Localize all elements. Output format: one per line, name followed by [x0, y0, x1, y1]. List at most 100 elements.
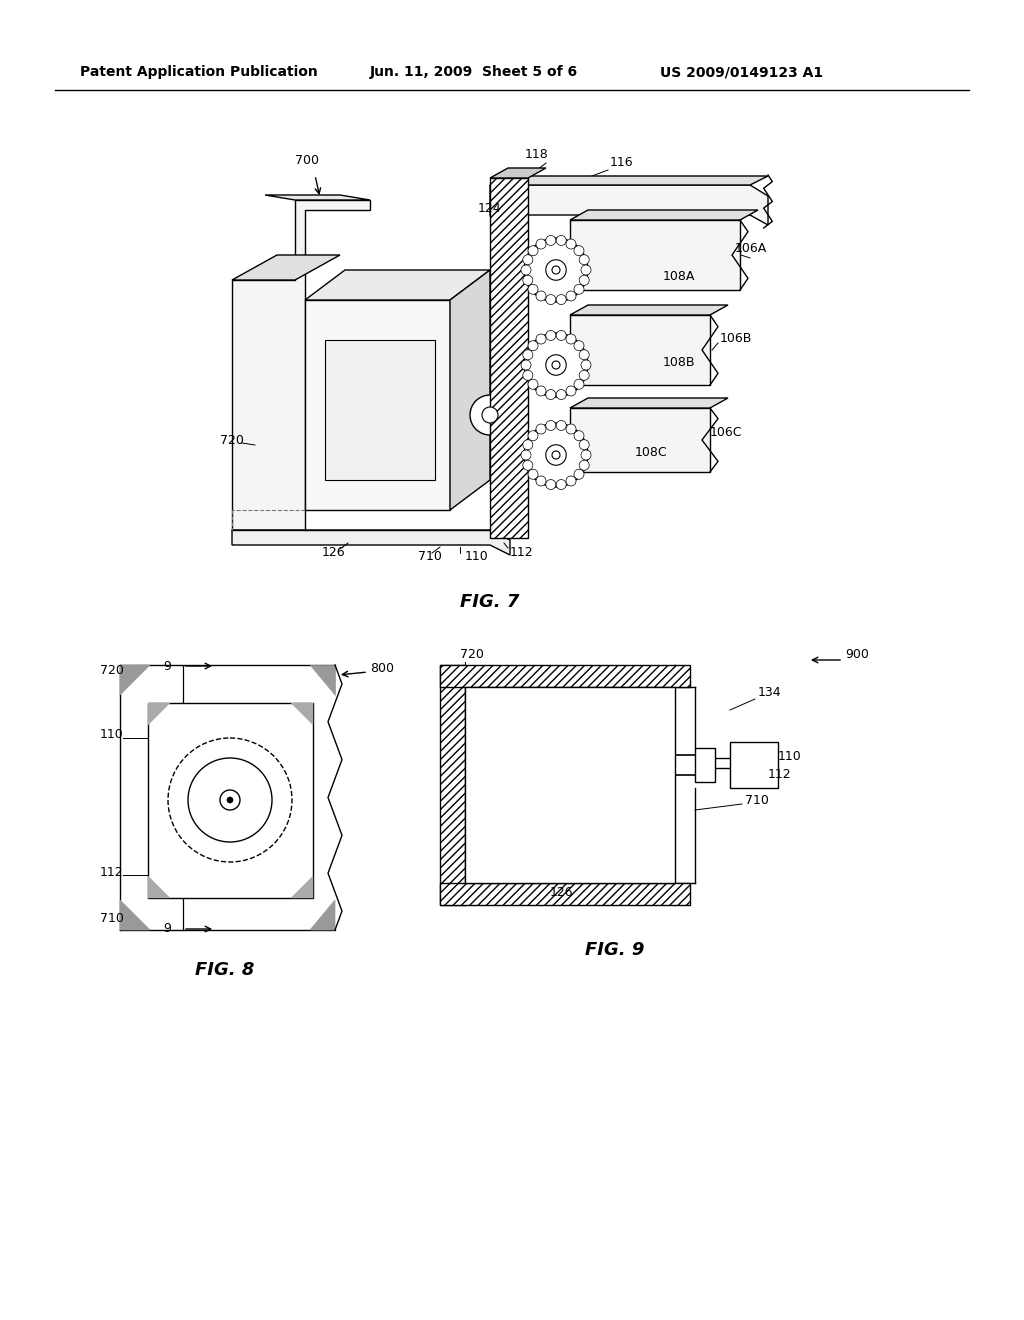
Circle shape — [168, 738, 292, 862]
Text: 112: 112 — [100, 866, 124, 879]
Text: 720: 720 — [100, 664, 124, 676]
Circle shape — [580, 276, 589, 285]
Polygon shape — [490, 176, 768, 185]
Polygon shape — [120, 900, 150, 931]
Polygon shape — [490, 168, 546, 178]
Text: 110: 110 — [778, 751, 802, 763]
Polygon shape — [310, 665, 335, 696]
Text: 110: 110 — [100, 729, 124, 742]
Text: 700: 700 — [295, 153, 319, 166]
Circle shape — [536, 424, 546, 434]
Text: 9: 9 — [163, 660, 171, 672]
Circle shape — [566, 239, 575, 249]
Polygon shape — [305, 300, 450, 510]
Circle shape — [552, 267, 560, 275]
Circle shape — [581, 450, 591, 459]
Circle shape — [546, 389, 556, 400]
Circle shape — [546, 260, 566, 280]
Circle shape — [523, 461, 532, 470]
Text: FIG. 9: FIG. 9 — [586, 941, 645, 960]
Text: 112: 112 — [768, 768, 792, 781]
Polygon shape — [291, 876, 313, 898]
Polygon shape — [148, 704, 170, 725]
Polygon shape — [265, 195, 370, 201]
Circle shape — [574, 430, 584, 441]
Text: Patent Application Publication: Patent Application Publication — [80, 65, 317, 79]
Text: 112: 112 — [510, 545, 534, 558]
Polygon shape — [570, 220, 740, 290]
Text: 116: 116 — [610, 157, 634, 169]
Circle shape — [536, 334, 546, 345]
Circle shape — [546, 421, 556, 430]
Text: 108C: 108C — [635, 446, 668, 459]
Circle shape — [556, 235, 566, 246]
Bar — [440, 883, 690, 906]
Text: 710: 710 — [418, 550, 442, 564]
Circle shape — [528, 470, 538, 479]
Circle shape — [523, 350, 532, 360]
Circle shape — [581, 265, 591, 275]
Text: 134: 134 — [758, 686, 781, 700]
Bar — [490, 178, 528, 539]
Polygon shape — [232, 531, 510, 554]
Text: 710: 710 — [745, 793, 769, 807]
Circle shape — [580, 461, 589, 470]
Text: 118: 118 — [525, 149, 549, 161]
Circle shape — [566, 424, 575, 434]
Circle shape — [556, 330, 566, 341]
Text: 9: 9 — [163, 923, 171, 936]
Circle shape — [528, 379, 538, 389]
Polygon shape — [305, 271, 490, 300]
Text: 900: 900 — [845, 648, 869, 661]
Circle shape — [227, 797, 233, 803]
Circle shape — [536, 290, 546, 301]
Circle shape — [556, 421, 566, 430]
Text: 126: 126 — [550, 886, 573, 899]
Circle shape — [546, 235, 556, 246]
Circle shape — [574, 470, 584, 479]
Polygon shape — [232, 201, 370, 531]
Circle shape — [521, 265, 531, 275]
Circle shape — [523, 440, 532, 450]
Circle shape — [521, 360, 531, 370]
Circle shape — [552, 360, 560, 370]
Circle shape — [523, 371, 532, 380]
Text: 106A: 106A — [735, 242, 767, 255]
Circle shape — [566, 290, 575, 301]
Text: 106C: 106C — [710, 425, 742, 438]
Polygon shape — [570, 399, 728, 408]
Circle shape — [220, 789, 240, 810]
Text: Jun. 11, 2009  Sheet 5 of 6: Jun. 11, 2009 Sheet 5 of 6 — [370, 65, 579, 79]
Circle shape — [574, 246, 584, 256]
Bar — [148, 704, 313, 898]
Circle shape — [524, 422, 588, 487]
Circle shape — [528, 246, 538, 256]
Circle shape — [536, 477, 546, 486]
Circle shape — [482, 407, 498, 422]
Text: 126: 126 — [322, 546, 346, 560]
Text: 124: 124 — [478, 202, 502, 214]
Circle shape — [546, 294, 556, 305]
Circle shape — [566, 477, 575, 486]
Polygon shape — [291, 704, 313, 725]
Circle shape — [528, 341, 538, 351]
Circle shape — [581, 360, 591, 370]
Circle shape — [521, 450, 531, 459]
Circle shape — [580, 255, 589, 265]
Circle shape — [523, 276, 532, 285]
Text: US 2009/0149123 A1: US 2009/0149123 A1 — [660, 65, 823, 79]
Circle shape — [536, 239, 546, 249]
Text: FIG. 7: FIG. 7 — [461, 593, 520, 611]
Text: 106B: 106B — [720, 331, 753, 345]
Circle shape — [528, 430, 538, 441]
Polygon shape — [570, 305, 728, 315]
Circle shape — [536, 385, 546, 396]
Circle shape — [470, 395, 510, 436]
Bar — [325, 341, 435, 480]
Text: 720: 720 — [460, 648, 484, 661]
Polygon shape — [570, 408, 710, 473]
Text: 720: 720 — [220, 433, 244, 446]
Circle shape — [524, 238, 588, 302]
Circle shape — [546, 330, 556, 341]
Text: FIG. 8: FIG. 8 — [196, 961, 255, 979]
